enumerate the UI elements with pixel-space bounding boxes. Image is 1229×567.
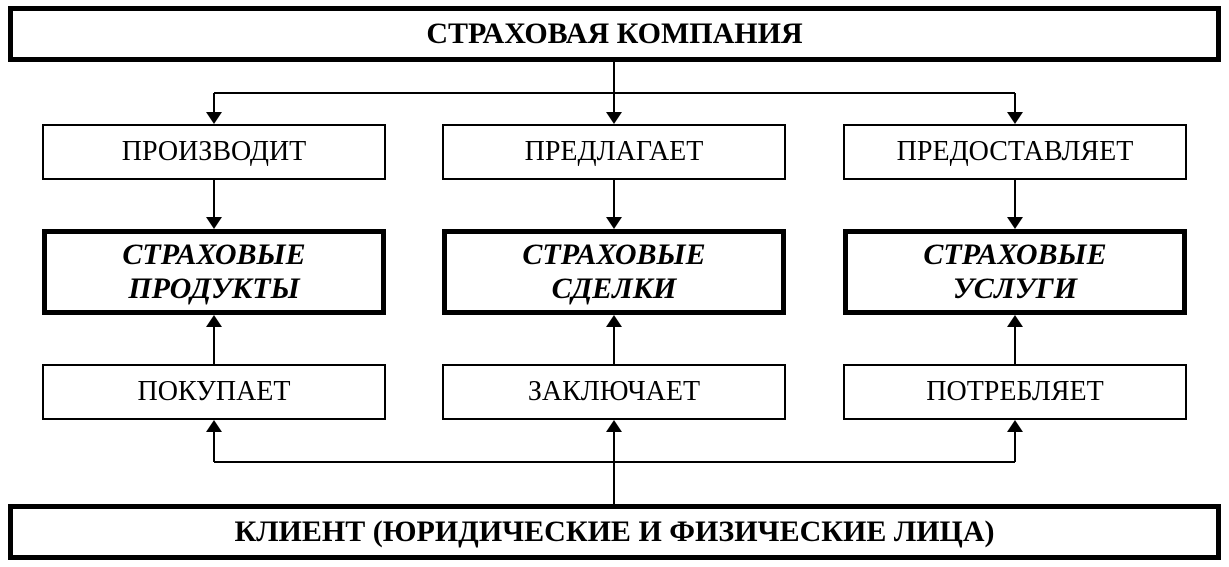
node-action-provides: ПРЕДОСТАВЛЯЕТ	[843, 124, 1187, 180]
node-client-concludes: ЗАКЛЮЧАЕТ	[442, 364, 786, 420]
node-product-services: СТРАХОВЫЕ УСЛУГИ	[843, 229, 1187, 315]
node-client-consumes: ПОТРЕБЛЯЕТ	[843, 364, 1187, 420]
node-client-buys: ПОКУПАЕТ	[42, 364, 386, 420]
diagram-canvas: СТРАХОВАЯ КОМПАНИЯ ПРОИЗВОДИТ ПРЕДЛАГАЕТ…	[0, 0, 1229, 567]
node-product-deals: СТРАХОВЫЕ СДЕЛКИ	[442, 229, 786, 315]
node-action-offers: ПРЕДЛАГАЕТ	[442, 124, 786, 180]
node-action-produces: ПРОИЗВОДИТ	[42, 124, 386, 180]
node-bottom: КЛИЕНТ (ЮРИДИЧЕСКИЕ И ФИЗИЧЕСКИЕ ЛИЦА)	[8, 504, 1221, 560]
node-top: СТРАХОВАЯ КОМПАНИЯ	[8, 6, 1221, 62]
node-product-products: СТРАХОВЫЕ ПРОДУКТЫ	[42, 229, 386, 315]
